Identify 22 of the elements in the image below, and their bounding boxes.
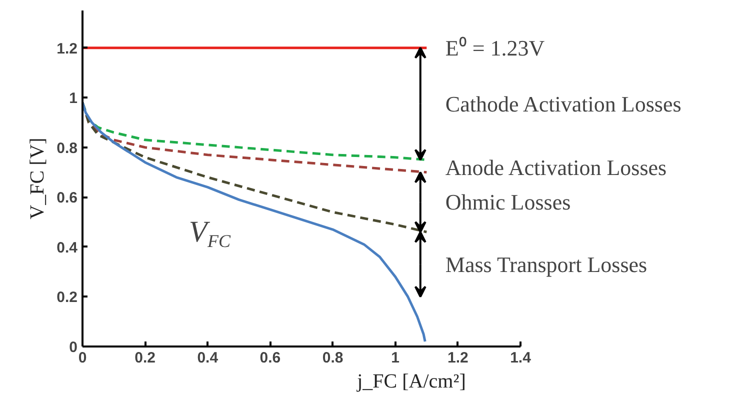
y-tick-label: 1.2: [56, 40, 78, 58]
x-tick-label: 1.4: [510, 350, 532, 366]
y-tick-label: 0.6: [56, 190, 78, 207]
x-tick-label: 0.6: [260, 350, 281, 366]
x-tick-label: 1: [391, 350, 400, 366]
x-tick-label: 0.2: [134, 350, 156, 366]
annotation: Anode Activation Losses: [445, 154, 667, 180]
x-tick-label: 1.2: [448, 350, 468, 366]
y-tick-label: 0.4: [56, 239, 78, 256]
y-tick-label: 0.8: [56, 140, 78, 157]
annotation: E⁰ = 1.23V: [445, 35, 545, 60]
line-series: [82, 101, 426, 343]
x-tick-label: 0.4: [197, 350, 219, 366]
y-tick-label: 0: [69, 339, 78, 356]
x-tick-label: 0.8: [322, 350, 344, 366]
annotation: Mass Transport Losses: [445, 252, 648, 277]
annotation: Cathode Activation Losses: [445, 91, 682, 116]
x-axis-title: j_FC [A/cm²]: [356, 370, 466, 392]
y-tick-label: 1: [69, 90, 78, 108]
annotation: Ohmic Losses: [445, 190, 571, 215]
y-tick-label: 0.2: [56, 289, 78, 306]
y-axis-title: V_FC [V]: [26, 138, 49, 220]
